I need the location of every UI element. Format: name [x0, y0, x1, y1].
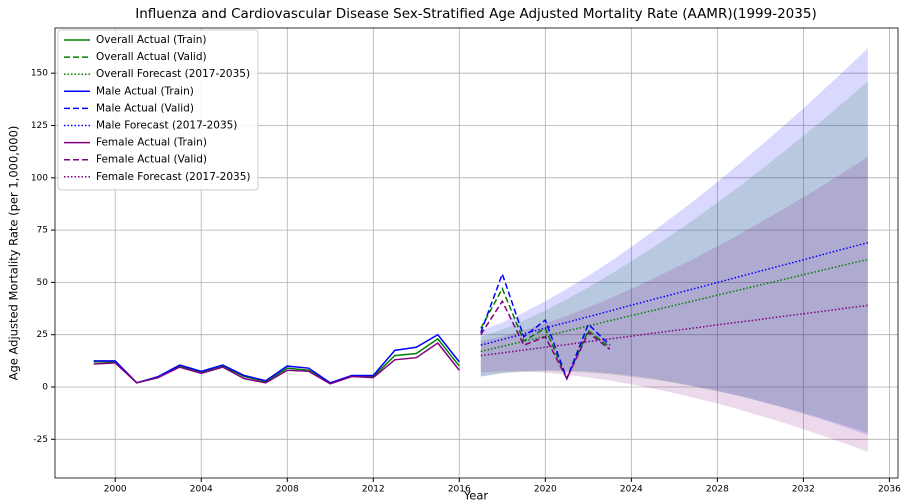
y-axis-label: Age Adjusted Mortality Rate (per 1,000,0… [7, 126, 21, 381]
legend-label: Male Actual (Train) [96, 85, 194, 97]
y-tick-label: 75 [37, 226, 48, 236]
legend-label: Female Forecast (2017-2035) [96, 171, 251, 183]
x-tick-label: 2032 [792, 485, 815, 495]
x-tick-label: 2024 [620, 485, 643, 495]
legend-label: Overall Actual (Valid) [96, 51, 207, 63]
legend-label: Overall Forecast (2017-2035) [96, 68, 250, 80]
confidence-band [480, 48, 868, 436]
series-line [480, 271, 611, 381]
confidence-band [480, 81, 868, 434]
plot-frame [54, 27, 899, 479]
y-tick-label: 150 [31, 69, 48, 79]
legend: Overall Actual (Train) Overall Actual (Va… [57, 29, 259, 191]
series-line [480, 299, 611, 381]
legend-label: Male Actual (Valid) [96, 102, 194, 114]
series-line [93, 342, 460, 385]
x-axis-label: Year [463, 489, 489, 503]
legend-label: Male Forecast (2017-2035) [96, 120, 237, 132]
y-tick-label: 25 [37, 330, 48, 340]
x-tick-label: 2000 [104, 485, 127, 495]
series-line [93, 333, 460, 384]
confidence-band [480, 156, 868, 452]
x-tick-label: 2036 [878, 485, 901, 495]
x-tick-label: 2004 [190, 485, 213, 495]
legend-label: Female Actual (Train) [96, 137, 207, 149]
x-tick-label: 2028 [706, 485, 729, 495]
x-tick-label: 2020 [534, 485, 557, 495]
x-tick-label: 2008 [276, 485, 299, 495]
y-tick-label: -25 [33, 435, 48, 445]
legend-label: Female Actual (Valid) [96, 154, 207, 166]
legend-label: Overall Actual (Train) [96, 34, 206, 46]
x-tick-label: 2016 [448, 485, 471, 495]
y-tick-label: 50 [37, 278, 49, 288]
legend-box [57, 29, 259, 191]
y-tick-label: 100 [31, 173, 48, 183]
chart-title: Influenza and Cardiovascular Disease Sex… [135, 6, 816, 22]
y-tick-label: 0 [42, 382, 48, 392]
y-tick-label: 125 [31, 121, 48, 131]
series-line [480, 241, 869, 346]
x-tick-label: 2012 [362, 485, 385, 495]
